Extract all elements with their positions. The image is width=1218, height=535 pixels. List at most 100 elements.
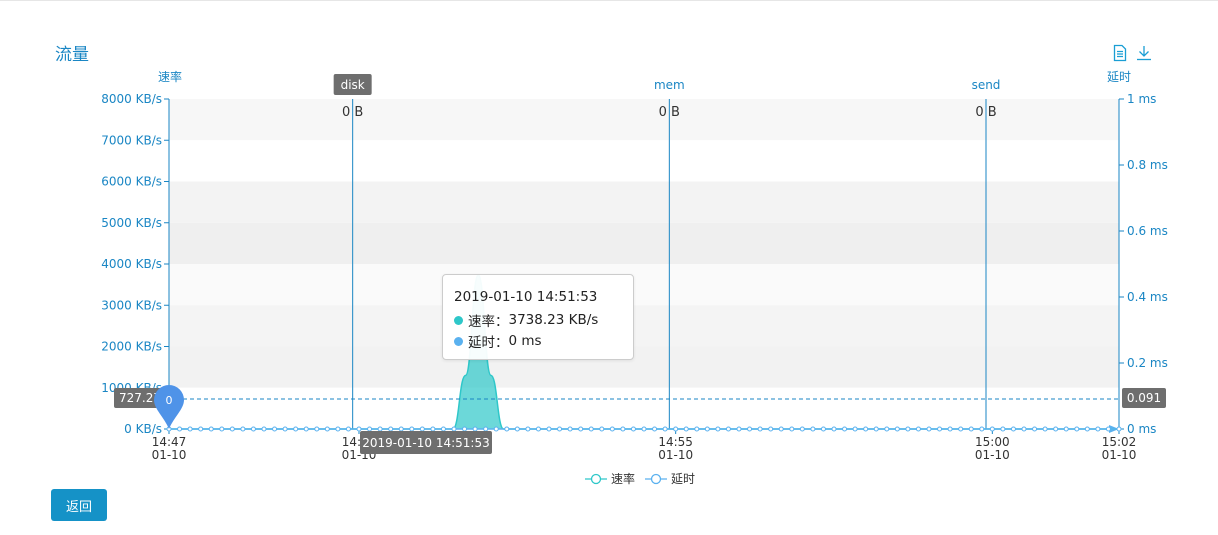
latency-point [736,426,742,432]
x-axis-tick-date: 01-10 [658,448,693,462]
grid-band [169,181,1119,223]
latency-point [282,426,288,432]
mark-line-left-box [114,388,166,408]
latency-point [873,426,879,432]
chart-legend: 速率 延时 [585,470,705,487]
tooltip-latency-value: 0 ms [508,333,542,349]
latency-point [1095,426,1101,432]
x-axis-tick-label: 15:00 [975,435,1010,449]
latency-point [715,426,721,432]
latency-point [567,426,573,432]
tooltip-row-rate: 速率： 3738.23 KB/s [454,310,598,330]
latency-point [989,426,995,432]
latency-point [472,426,478,432]
grid-band [169,387,1119,429]
left-axis-tick-label: 3000 KB/s [101,298,162,312]
left-axis-name: 速率 [158,69,182,84]
latency-point [409,426,415,432]
latency-point [535,426,541,432]
latency-point [1032,426,1038,432]
latency-point [504,426,510,432]
latency-point [831,426,837,432]
latency-point [1116,426,1122,432]
latency-point [694,426,700,432]
latency-point [662,426,668,432]
latency-point [630,426,636,432]
latency-point [894,426,900,432]
latency-point [609,426,615,432]
latency-point [198,426,204,432]
latency-point [240,426,246,432]
latency-point [947,426,953,432]
series-dot-icon [454,336,463,346]
event-value-send: 0 B [975,105,996,120]
mark-point-pin-icon [154,385,184,429]
right-axis-tick-label: 0 ms [1127,422,1156,436]
latency-point [250,426,256,432]
latency-point [546,426,552,432]
latency-point [810,426,816,432]
latency-point [377,426,383,432]
event-label-send: send [972,78,1001,92]
latency-point [356,426,362,432]
latency-point [208,426,214,432]
grid-band [169,264,1119,306]
tooltip-time: 2019-01-10 14:51:53 [454,289,598,305]
download-icon[interactable] [1135,44,1153,62]
latency-point [768,426,774,432]
latency-point [324,426,330,432]
back-button[interactable]: 返回 [51,489,107,521]
latency-point [388,426,394,432]
x-axis-tick-date: 01-10 [975,448,1010,462]
legend-label-latency: 延时 [671,472,696,486]
latency-point [261,426,267,432]
latency-point [852,426,858,432]
legend-line-circle-icon [585,473,607,484]
latency-point [1000,426,1006,432]
document-icon[interactable] [1111,44,1129,62]
mark-line-right-box [1122,388,1166,408]
latency-point [462,426,468,432]
x-axis-tick-label: 14:55 [658,435,693,449]
right-axis-tick-label: 1 ms [1127,92,1156,106]
latency-point [588,426,594,432]
grid-band [169,346,1119,388]
latency-point [1105,426,1111,432]
latency-point [367,426,373,432]
latency-point [979,426,985,432]
legend-item-latency[interactable]: 延时 [645,470,695,487]
chart-tooltip: 2019-01-10 14:51:53 速率： 3738.23 KB/s 延时：… [442,274,634,360]
mark-point-value: 0 [166,394,173,407]
latency-point [958,426,964,432]
right-axis-tick-label: 0.2 ms [1127,356,1168,370]
latency-point [1010,426,1016,432]
right-axis-name: 延时 [1107,70,1131,84]
latency-point [842,426,848,432]
latency-point [314,426,320,432]
page-title: 流量 [55,45,89,65]
right-axis-tick-label: 0.4 ms [1127,290,1168,304]
latency-point [747,426,753,432]
latency-point [799,426,805,432]
latency-point [641,426,647,432]
latency-point [345,426,351,432]
latency-point [820,426,826,432]
latency-point [704,426,710,432]
mark-line-left-value: 727.27 [119,391,161,405]
latency-point [915,426,921,432]
latency-point [926,426,932,432]
left-axis-tick-label: 5000 KB/s [101,216,162,230]
latency-point [229,426,235,432]
latency-point [451,426,457,432]
left-axis-tick-label: 4000 KB/s [101,257,162,271]
latency-point [557,426,563,432]
latency-point [884,426,890,432]
legend-item-rate[interactable]: 速率 [585,470,635,487]
top-divider [0,0,1218,3]
latency-point [725,426,731,432]
latency-point [525,426,531,432]
latency-point [1074,426,1080,432]
latency-point [398,426,404,432]
latency-point [968,426,974,432]
